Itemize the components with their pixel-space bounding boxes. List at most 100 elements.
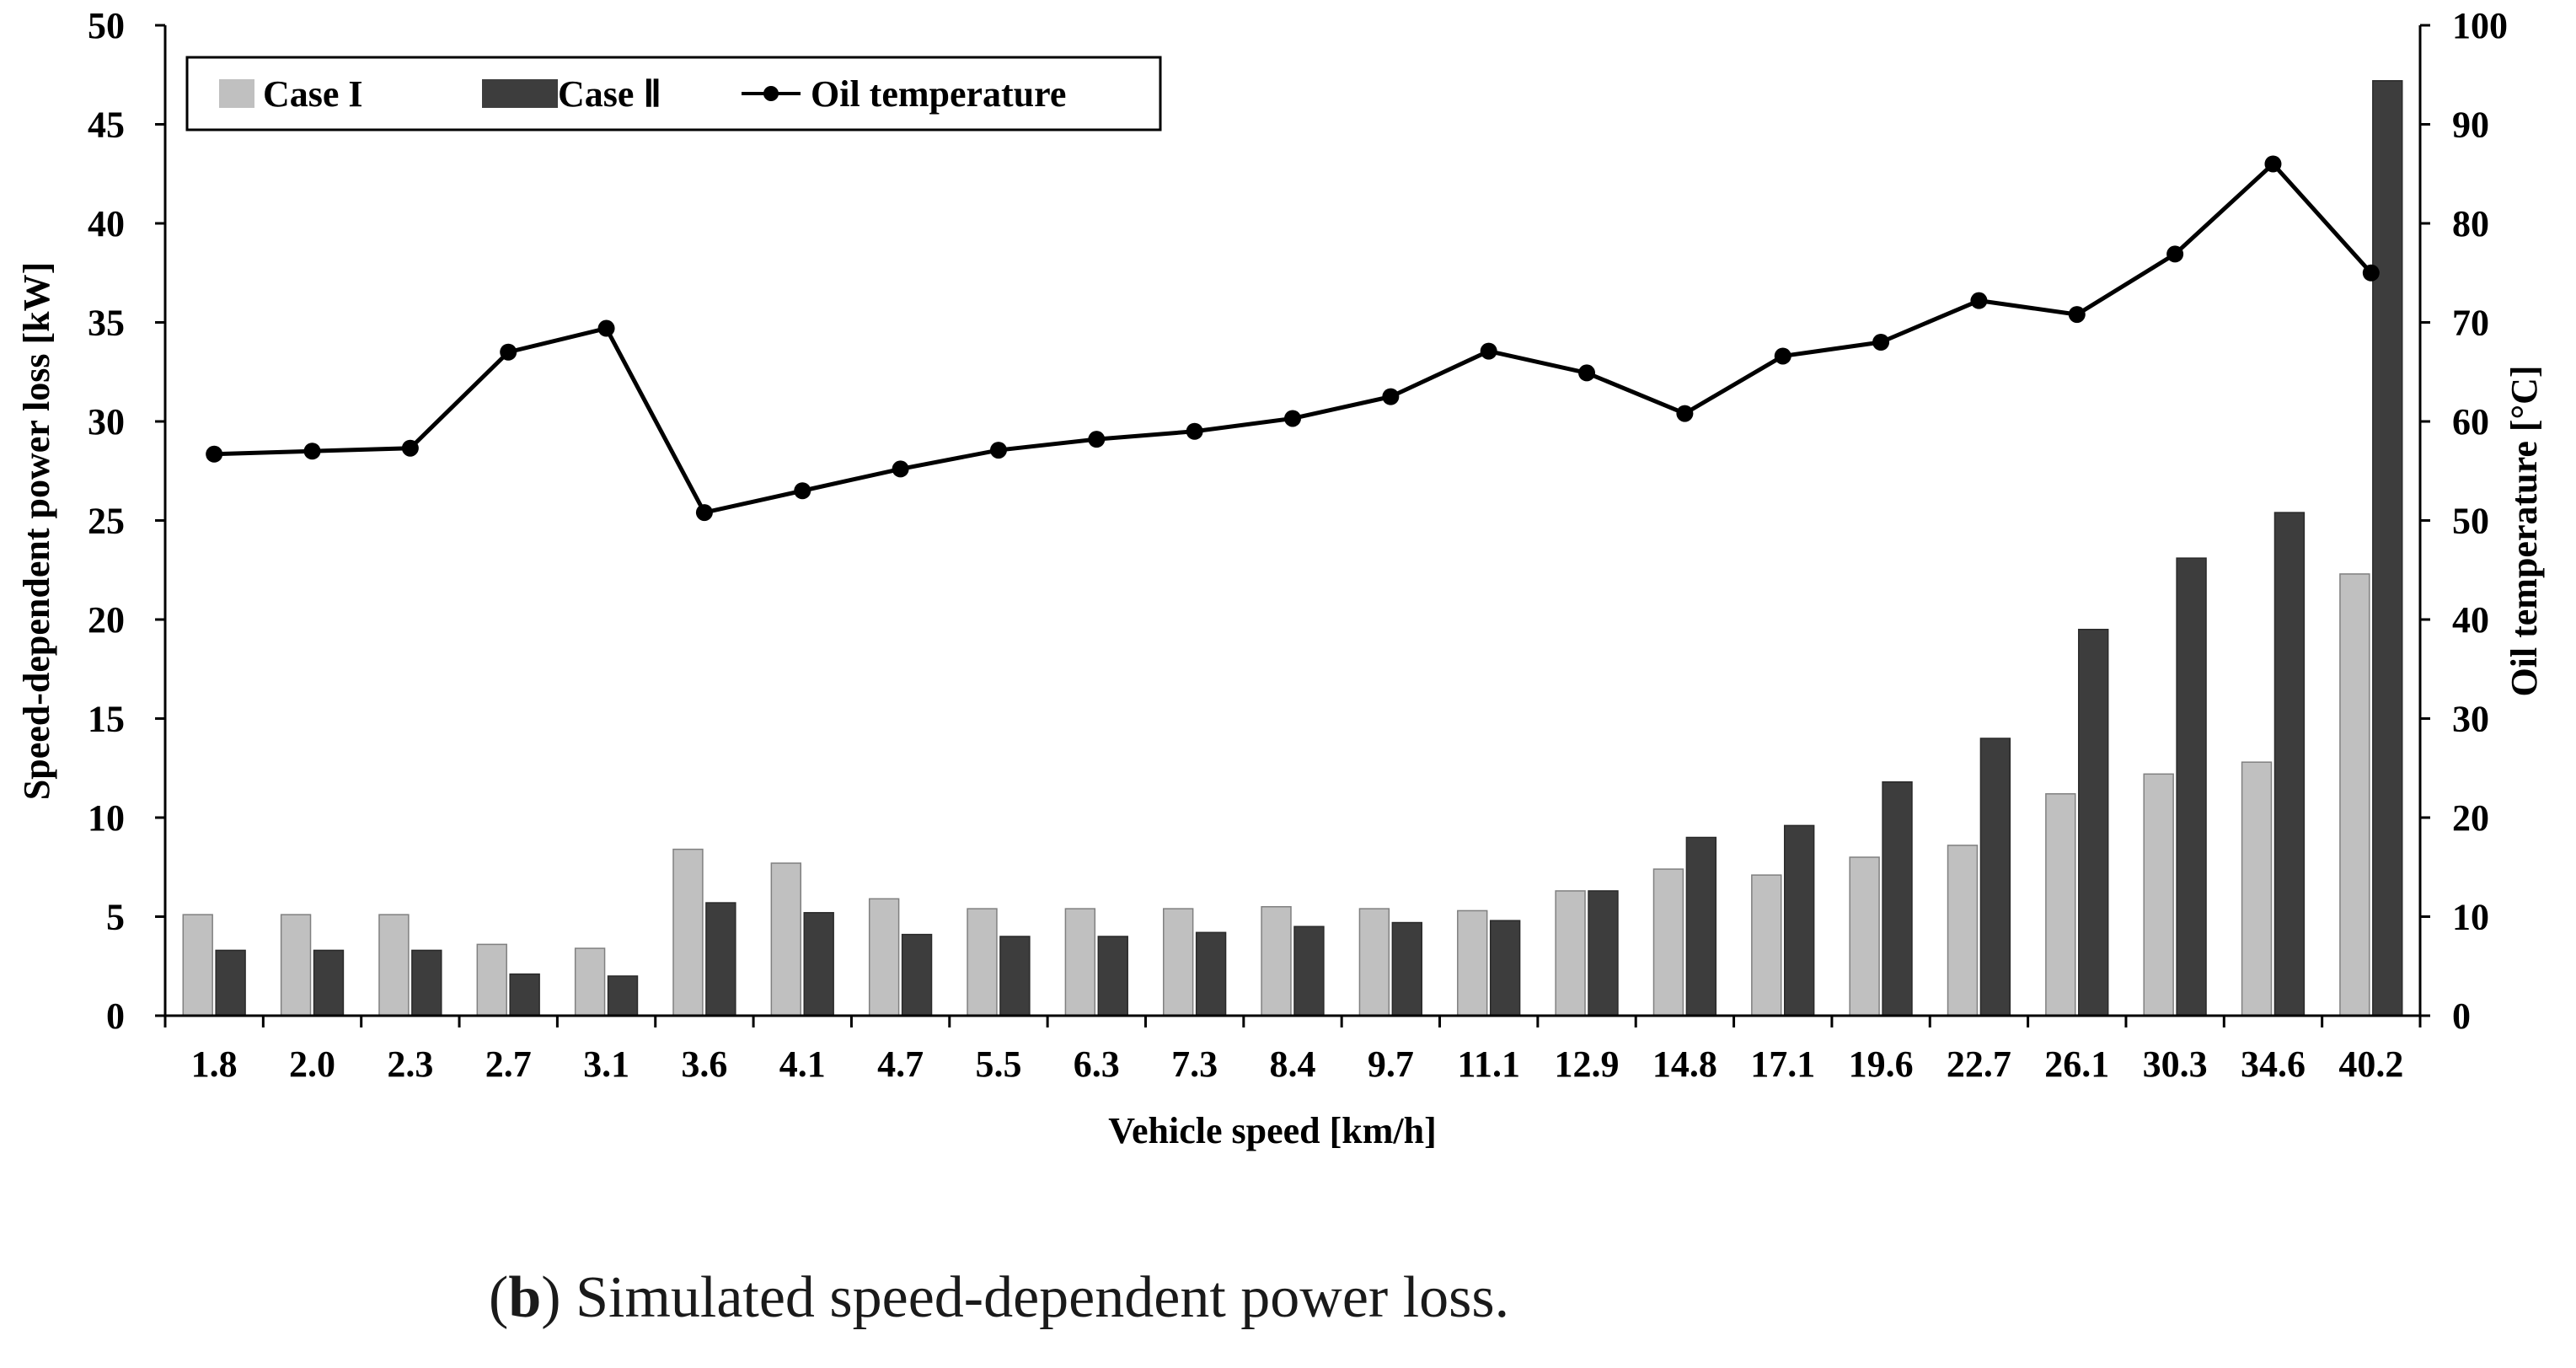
bar-case-1	[574, 947, 606, 1017]
y2-axis-title: Oil temperature [°C]	[2504, 365, 2545, 696]
figure-caption: (b) Simulated speed-dependent power loss…	[489, 1265, 1510, 1330]
bar-case-2	[999, 936, 1031, 1017]
oil-temperature-point	[1186, 422, 1203, 440]
bar-case-1	[1555, 890, 1586, 1017]
oil-temperature-point	[401, 439, 419, 457]
bar-case-1	[1261, 906, 1292, 1017]
bar-case-2	[2078, 629, 2109, 1017]
y-tick-label: 35	[88, 303, 125, 344]
bar-case-1	[378, 914, 410, 1017]
bar-case-2	[607, 975, 639, 1017]
x-tick-label: 5.5	[975, 1043, 1021, 1085]
y-tick-label: 40	[88, 203, 125, 244]
bar-case-1	[770, 862, 802, 1017]
bar-case-1	[182, 914, 213, 1017]
y-tick-label: 5	[106, 897, 125, 938]
x-tick-label: 8.4	[1270, 1043, 1316, 1085]
bar-case-1	[1849, 856, 1880, 1017]
bar-case-2	[1685, 836, 1717, 1017]
x-tick-label: 14.8	[1652, 1043, 1717, 1085]
x-tick-label: 9.7	[1368, 1043, 1414, 1085]
bar-case-1	[672, 848, 704, 1017]
y2-tick-label: 0	[2452, 995, 2471, 1037]
bar-case-1	[1358, 908, 1390, 1017]
bar-case-1	[967, 908, 998, 1017]
bar-case-1	[2045, 793, 2076, 1017]
y2-tick-label: 40	[2452, 599, 2489, 641]
y2-tick-label: 70	[2452, 303, 2489, 344]
oil-temperature-point	[1970, 292, 1988, 309]
x-tick-label: 12.9	[1555, 1043, 1620, 1085]
x-tick-label: 1.8	[191, 1043, 238, 1085]
oil-temperature-point	[1578, 364, 1596, 382]
y2-tick-label: 90	[2452, 105, 2489, 146]
bars	[182, 80, 2403, 1017]
oil-temperature-point	[1088, 431, 1106, 448]
legend-swatch-case-1	[219, 79, 254, 108]
bar-case-1	[1162, 908, 1194, 1017]
x-tick-label: 11.1	[1457, 1043, 1520, 1085]
y2-tick-label: 30	[2452, 699, 2489, 740]
bar-case-2	[1293, 925, 1325, 1017]
y2-tick-label: 80	[2452, 203, 2489, 244]
bar-case-2	[1489, 920, 1521, 1017]
oil-temperature-point	[597, 319, 615, 337]
x-tick-label: 4.1	[779, 1043, 826, 1085]
legend-label-case-2: Case Ⅱ	[558, 73, 661, 115]
y-tick-label: 30	[88, 401, 125, 443]
bar-case-1	[1751, 874, 1782, 1017]
legend: Case I Case Ⅱ Oil temperature	[185, 56, 1162, 131]
bar-case-2	[509, 973, 540, 1017]
bar-case-1	[280, 914, 312, 1017]
bar-case-1	[1947, 845, 1979, 1017]
bar-case-1	[1457, 909, 1488, 1017]
bar-case-1	[2241, 761, 2273, 1017]
bar-case-2	[411, 949, 442, 1017]
x-tick-label: 40.2	[2338, 1043, 2403, 1085]
bar-case-1	[868, 898, 900, 1017]
bar-case-2	[1195, 931, 1227, 1017]
oil-temperature-point	[1480, 342, 1497, 360]
bar-case-1	[2339, 573, 2370, 1017]
bar-case-1	[1064, 908, 1096, 1017]
bar-case-2	[1391, 921, 1423, 1017]
oil-temperature-point	[1382, 388, 1400, 405]
tick-labels: 0 5 10 15 20 25 30 35 40 45 50 0 10 20 30 40 50 60 70 80 90 1…	[88, 5, 2508, 1085]
caption-text: Simulated speed-dependent power loss.	[576, 1265, 1510, 1330]
bar-case-2	[1097, 936, 1128, 1017]
y-axis-title: Speed-dependent power loss [kW]	[16, 262, 57, 800]
x-tick-label: 26.1	[2044, 1043, 2109, 1085]
bar-case-2	[2273, 512, 2306, 1017]
y2-tick-label: 10	[2452, 897, 2489, 938]
y-tick-label: 25	[88, 501, 125, 542]
legend-label-case-1: Case I	[263, 73, 363, 115]
oil-temperature-point	[2264, 155, 2282, 173]
y-tick-label: 10	[88, 797, 125, 839]
x-axis-title: Vehicle speed [km/h]	[1108, 1110, 1437, 1151]
legend-box	[185, 56, 1162, 131]
legend-swatch-case-2	[482, 79, 558, 108]
y-tick-label: 50	[88, 5, 125, 46]
oil-temperature-point	[2068, 306, 2086, 324]
bar-case-2	[1979, 738, 2011, 1017]
bar-case-2	[215, 949, 246, 1017]
bar-case-1	[1652, 868, 1684, 1017]
x-tick-label: 30.3	[2143, 1043, 2208, 1085]
x-tick-label: 19.6	[1849, 1043, 1914, 1085]
y2-tick-label: 60	[2452, 401, 2489, 443]
oil-temperature-point	[1872, 334, 1890, 351]
x-tick-label: 34.6	[2241, 1043, 2306, 1085]
bar-case-2	[1783, 824, 1815, 1017]
y2-tick-label: 100	[2452, 5, 2508, 46]
oil-temperature-line	[214, 162, 2373, 515]
oil-temperature-point	[1284, 410, 1301, 427]
oil-temperature-line-group	[206, 155, 2380, 522]
oil-temperature-point	[1676, 405, 1694, 422]
oil-temperature-point	[892, 460, 909, 478]
oil-temperature-point	[989, 442, 1007, 459]
x-tick-label: 2.3	[387, 1043, 433, 1085]
oil-temperature-point	[1774, 347, 1791, 365]
x-tick-label: 2.0	[289, 1043, 335, 1085]
y-tick-label: 45	[88, 105, 125, 146]
